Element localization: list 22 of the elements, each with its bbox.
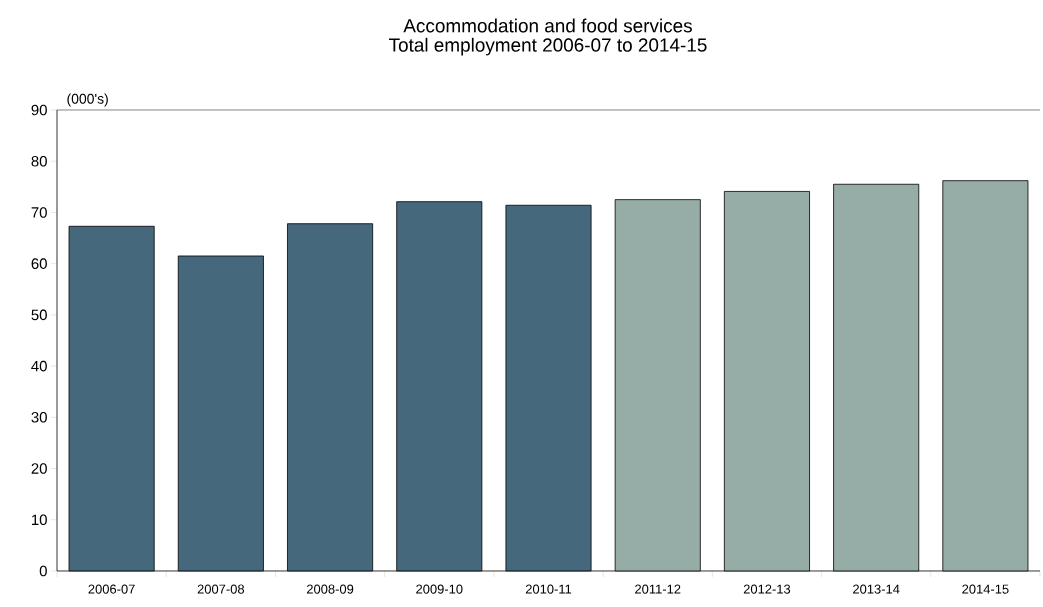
chart-subtitle: Total employment 2006-07 to 2014-15: [389, 37, 707, 56]
x-tick-label: 2006-07: [88, 584, 135, 594]
x-tick-label: 2010-11: [525, 584, 572, 594]
y-tick-label: 90: [31, 104, 47, 116]
y-axis-title: (000's): [67, 93, 108, 107]
x-tick-label: 2009-10: [416, 584, 463, 594]
x-tick-label: 2007-08: [197, 584, 245, 594]
y-tick-label: 0: [39, 565, 47, 577]
y-tick-label: 30: [31, 412, 47, 423]
y-tick-label: 60: [31, 258, 47, 269]
x-tick-label: 2013-14: [853, 584, 900, 594]
x-tick-label: 2011-12: [635, 584, 681, 594]
y-tick-label: 20: [31, 463, 47, 474]
x-tick-label: 2008-09: [306, 584, 354, 594]
x-tick-label: 2014-15: [962, 584, 1009, 594]
y-tick-label: 50: [31, 309, 47, 321]
y-tick-label: 40: [31, 360, 47, 372]
y-tick-label: 10: [32, 514, 47, 526]
y-tick-label: 70: [31, 207, 47, 218]
x-tick-label: 2012-13: [743, 584, 791, 594]
chart-title: Accommodation and food services: [403, 18, 692, 33]
y-tick-label: 80: [31, 155, 47, 167]
